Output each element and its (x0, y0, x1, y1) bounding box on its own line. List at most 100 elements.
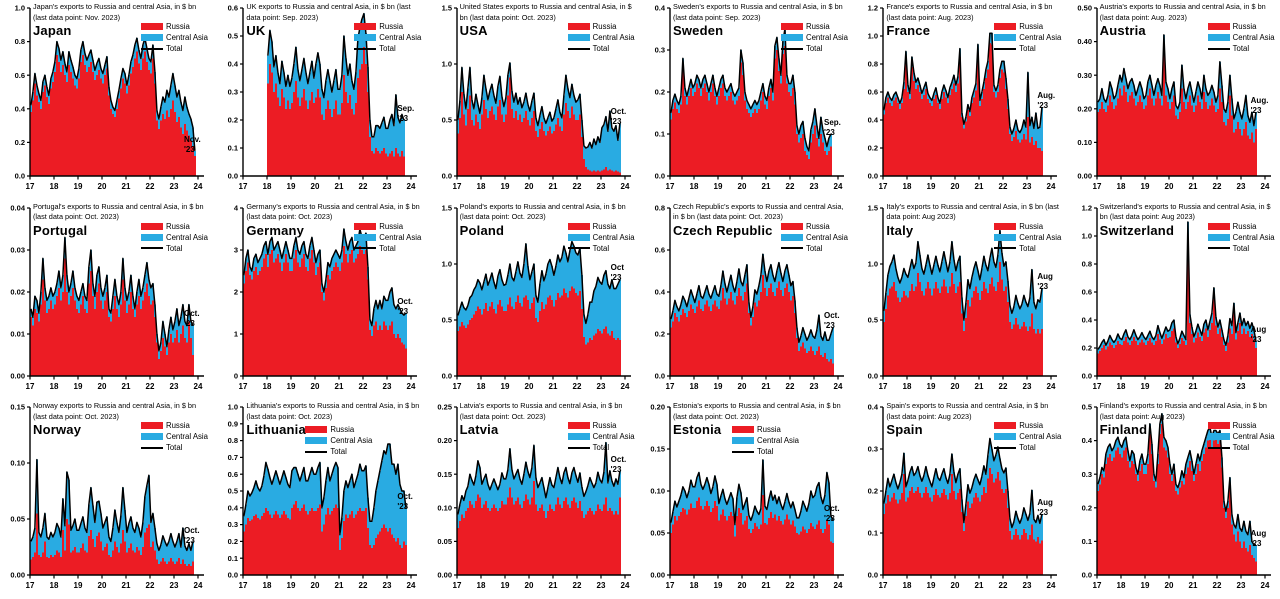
legend-total: Total (994, 442, 1061, 453)
svg-text:17: 17 (452, 382, 461, 391)
legend-central-asia-label: Central Asia (592, 432, 635, 442)
russia-swatch-icon (731, 426, 754, 434)
legend-total: Total (567, 243, 635, 254)
chart-panel: 0.0 0.5 1.0 1.5 17 18 19 20 21 22 23 24 Poland's ex… (426, 199, 640, 399)
last-point-annotation: Aug '23 (1037, 498, 1053, 518)
svg-text:21: 21 (762, 182, 771, 191)
legend-total-label: Total (379, 44, 396, 53)
legend: Russia Central Asia Total (780, 21, 848, 54)
chart-panel: 0.0 0.2 0.4 0.6 0.8 1.0 1.2 17 18 19 20 21 22 23 24 Sw… (1066, 199, 1280, 399)
svg-text:21: 21 (335, 581, 344, 590)
country-label: Japan (33, 23, 72, 38)
russia-swatch-icon (354, 23, 377, 30)
total-line-swatch-icon (994, 247, 1017, 250)
svg-text:18: 18 (690, 382, 699, 391)
svg-text:23: 23 (170, 581, 179, 590)
svg-text:19: 19 (927, 182, 936, 191)
svg-text:20: 20 (311, 581, 320, 590)
chart-panel: 0.0 0.1 0.2 0.3 0.4 0.5 17 18 19 20 21 22 23 24 Finla… (1066, 399, 1280, 599)
svg-text:17: 17 (666, 581, 675, 590)
chart-title: France's exports to Russia and central A… (886, 2, 1053, 22)
legend-russia-label: Russia (1019, 22, 1044, 31)
svg-text:20: 20 (524, 382, 533, 391)
legend-russia-label: Russia (1232, 221, 1257, 231)
chart-panel: 0.0 0.1 0.2 0.3 0.4 17 18 19 20 21 22 23 24 Sweden's… (639, 0, 853, 199)
annotation-line2: '23 (1037, 508, 1049, 518)
legend-russia-label: Russia (592, 22, 617, 31)
svg-text:0.40: 0.40 (1077, 37, 1092, 46)
svg-text:17: 17 (879, 581, 888, 590)
legend-total: Total (354, 243, 421, 254)
legend-central-asia-label: Central Asia (165, 432, 208, 442)
legend: Russia Central Asia Total (994, 221, 1061, 254)
total-line-swatch-icon (140, 247, 163, 250)
legend-total-label: Total (592, 443, 610, 453)
russia-swatch-icon (1207, 23, 1230, 30)
chart-panel: 0.0 0.5 1.0 1.5 17 18 19 20 21 22 23 24 Italy's exp… (853, 199, 1067, 399)
svg-text:18: 18 (476, 581, 485, 590)
svg-text:18: 18 (1116, 182, 1125, 191)
svg-text:19: 19 (1140, 581, 1149, 590)
legend-central-asia: Central Asia (354, 32, 421, 43)
legend-central-asia: Central Asia (780, 32, 848, 43)
svg-text:21: 21 (762, 581, 771, 590)
svg-text:0.50: 0.50 (1077, 4, 1092, 13)
chart-title: Austria's exports to Russia and central … (1099, 2, 1266, 22)
svg-text:22: 22 (359, 182, 368, 191)
legend-total-label: Total (330, 447, 347, 457)
svg-text:22: 22 (1212, 182, 1221, 191)
svg-text:1.0: 1.0 (441, 259, 451, 268)
chart-plot: 0.0 0.5 1.0 1.5 17 18 19 20 21 22 23 24 (441, 4, 631, 191)
svg-text:18: 18 (1116, 382, 1125, 391)
last-point-annotation: Aug '23 (1251, 529, 1267, 549)
svg-text:18: 18 (690, 182, 699, 191)
russia-swatch-icon (354, 222, 377, 230)
svg-text:23: 23 (383, 182, 392, 191)
legend-total-label: Total (592, 44, 610, 53)
total-line-swatch-icon (780, 247, 803, 250)
svg-text:0.6: 0.6 (868, 88, 878, 97)
svg-text:21: 21 (548, 581, 557, 590)
svg-text:0.05: 0.05 (650, 529, 665, 538)
svg-text:0.6: 0.6 (1081, 287, 1091, 296)
russia-swatch-icon (567, 222, 590, 230)
svg-text:23: 23 (596, 182, 605, 191)
annotation-line1: Oct. (397, 296, 413, 306)
legend: Russia Central Asia Total (1207, 221, 1275, 254)
legend-central-asia: Central Asia (780, 232, 848, 243)
country-label: Poland (459, 222, 505, 238)
total-line-swatch-icon (305, 450, 328, 453)
svg-text:24: 24 (1260, 182, 1269, 191)
legend: Russia Central Asia Total (567, 420, 635, 453)
legend-central-asia-label: Central Asia (165, 33, 208, 42)
legend-total-label: Total (805, 44, 823, 53)
legend: Russia Central Asia Total (140, 21, 208, 54)
svg-text:22: 22 (572, 382, 581, 391)
svg-text:0.9: 0.9 (228, 420, 238, 429)
svg-text:22: 22 (786, 182, 795, 191)
svg-text:0.10: 0.10 (1077, 138, 1092, 147)
svg-text:0.3: 0.3 (655, 46, 665, 55)
svg-text:0.0: 0.0 (228, 172, 238, 181)
legend-russia: Russia (1207, 420, 1275, 431)
legend-russia-label: Russia (165, 22, 190, 31)
legend-russia: Russia (567, 420, 635, 431)
chart-title: Portugal's exports to Russia and central… (33, 201, 204, 222)
svg-text:0.1: 0.1 (655, 130, 665, 139)
legend-central-asia-label: Central Asia (592, 33, 635, 42)
last-point-annotation: Sep. '23 (397, 104, 414, 124)
svg-text:1.0: 1.0 (1081, 231, 1091, 240)
chart-title: UK exports to Russia and central Asia, i… (246, 2, 411, 22)
legend-total: Total (140, 243, 208, 254)
svg-text:20: 20 (738, 182, 747, 191)
chart-title: Latvia's exports to Russia and central A… (459, 401, 623, 421)
russia-swatch-icon (140, 422, 163, 430)
svg-text:19: 19 (500, 382, 509, 391)
svg-text:0.8: 0.8 (868, 60, 878, 69)
legend-central-asia: Central Asia (994, 431, 1061, 442)
svg-text:19: 19 (714, 182, 723, 191)
legend-russia: Russia (994, 21, 1061, 32)
svg-text:0.20: 0.20 (437, 437, 452, 446)
total-line-swatch-icon (567, 446, 590, 449)
chart-title: Finland's exports to Russia and central … (1099, 401, 1267, 421)
